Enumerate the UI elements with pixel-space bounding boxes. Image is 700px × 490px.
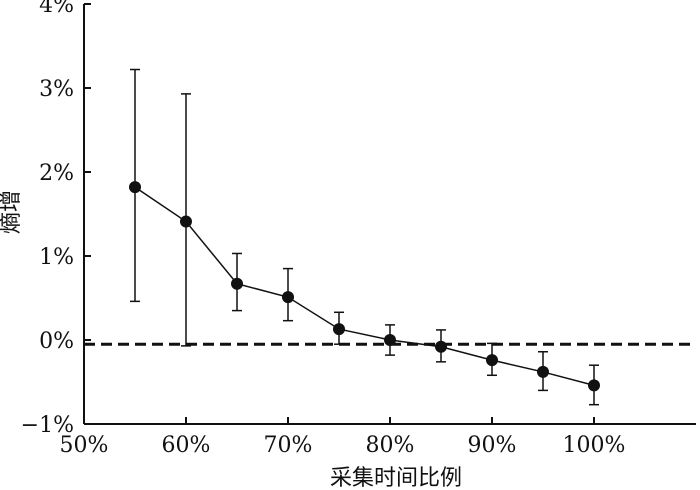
y-tick-label: 2% <box>39 161 74 186</box>
error-bars <box>130 68 599 406</box>
y-tick-label: 4% <box>39 0 74 18</box>
series-line <box>134 186 595 387</box>
x-tick-label: 60% <box>162 433 211 458</box>
data-point <box>486 354 498 367</box>
y-tick-label: −1% <box>21 413 74 438</box>
data-point <box>537 365 549 378</box>
x-tick-label: 100% <box>563 433 626 458</box>
data-point <box>384 334 396 346</box>
data-point <box>231 277 243 290</box>
data-point <box>180 215 192 228</box>
data-point <box>435 340 447 353</box>
y-tick-label: 3% <box>39 77 74 102</box>
y-tick-label: 0% <box>39 329 74 354</box>
x-tick-label: 90% <box>468 433 517 458</box>
y-axis-title: 熵增 <box>0 190 24 234</box>
data-point <box>333 323 345 336</box>
series-line-layer <box>134 186 595 387</box>
x-tick-label: 50% <box>60 433 109 458</box>
x-tick-label: 70% <box>264 433 313 458</box>
labels: 采集时间比例 熵增 −1% 0% 1% 2% 3% 4% 50% 60% 70% 80% 90% 10… <box>0 0 625 490</box>
axes <box>83 3 696 425</box>
data-point <box>588 379 600 392</box>
y-tick-label: 1% <box>39 245 74 270</box>
data-points <box>129 181 600 392</box>
x-axis-title: 采集时间比例 <box>330 466 462 490</box>
x-tick-label: 80% <box>366 433 415 458</box>
data-point <box>129 181 141 194</box>
data-point <box>282 291 294 304</box>
